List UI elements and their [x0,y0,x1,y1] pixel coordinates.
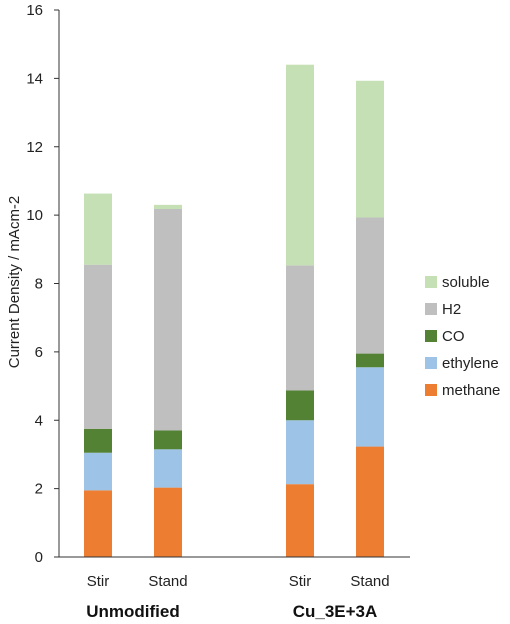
legend-swatch-co [425,330,437,342]
y-tick-label: 8 [35,276,43,293]
y-axis-title: Current Density / mAcm-2 [6,196,23,369]
bar-segment-h2-0 [84,264,112,429]
bar-segment-co-3 [356,353,384,368]
bar-segment-methane-2 [286,484,314,557]
bar-segment-ethylene-3 [356,367,384,447]
legend-label-ethylene: ethylene [442,355,499,372]
x-category-label: Stand [350,573,389,590]
bar-segment-methane-3 [356,446,384,557]
group-label: Unmodified [86,602,180,621]
bar-segment-h2-2 [286,265,314,391]
legend: soluble H2 CO ethylene methane [425,274,500,399]
bar-segment-soluble-1 [154,204,182,209]
bar-segment-soluble-2 [286,64,314,266]
bar-segment-methane-0 [84,490,112,557]
bar-layer [84,64,384,557]
y-tick-label: 10 [26,207,43,224]
bar-segment-soluble-0 [84,193,112,265]
y-tick-label: 16 [26,2,43,19]
legend-swatch-h2 [425,303,437,315]
legend-swatch-ethylene [425,357,437,369]
y-tick-label: 12 [26,139,43,156]
bar-segment-soluble-3 [356,80,384,218]
bar-segment-h2-1 [154,208,182,431]
x-category-label: Stir [87,573,110,590]
legend-swatch-methane [425,384,437,396]
y-tick-label: 0 [35,549,43,566]
legend-label-h2: H2 [442,301,461,318]
axes-layer: 0 2 4 6 8 10 12 14 16 Stir Stand Stir Stand Unmodifie… [26,2,410,621]
y-tick-label: 4 [35,412,43,429]
legend-label-soluble: soluble [442,274,490,291]
bar-segment-ethylene-1 [154,449,182,488]
legend-label-co: CO [442,328,465,345]
bar-segment-ethylene-2 [286,420,314,485]
y-tick-label: 2 [35,481,43,498]
bar-segment-co-0 [84,428,112,453]
bar-segment-co-1 [154,430,182,450]
y-tick-label: 6 [35,344,43,361]
bar-segment-methane-1 [154,487,182,557]
bar-segment-h2-3 [356,217,384,354]
legend-swatch-soluble [425,276,437,288]
x-category-label: Stand [148,573,187,590]
bar-segment-ethylene-0 [84,452,112,491]
group-label: Cu_3E+3A [293,602,378,621]
legend-label-methane: methane [442,382,500,399]
y-tick-label: 14 [26,70,43,87]
bar-segment-co-2 [286,390,314,421]
x-category-label: Stir [289,573,312,590]
